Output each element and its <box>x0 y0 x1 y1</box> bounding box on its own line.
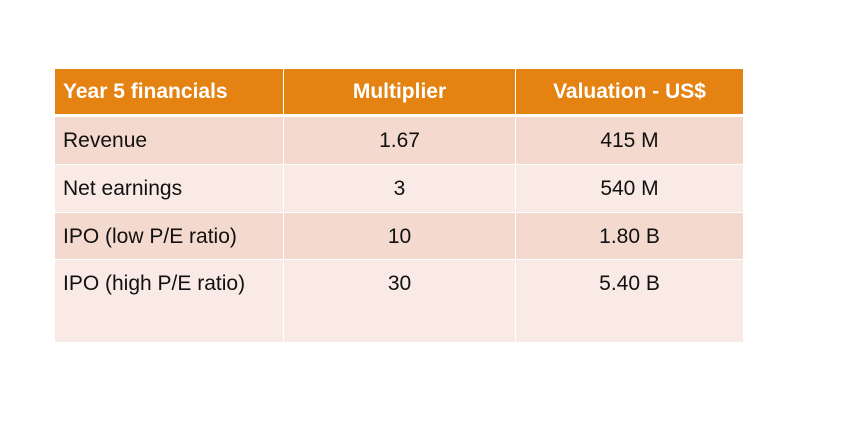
header-multiplier: Multiplier <box>283 68 516 117</box>
cell-multiplier: 30 <box>283 259 516 343</box>
cell-valuation: 5.40 B <box>515 259 744 343</box>
cell-multiplier: 10 <box>283 212 516 260</box>
cell-item: IPO (low P/E ratio) <box>54 212 284 260</box>
table-row: IPO (low P/E ratio) 10 1.80 B <box>54 212 744 260</box>
table-row: IPO (high P/E ratio) 30 5.40 B <box>54 259 744 343</box>
cell-item: Net earnings <box>54 164 284 213</box>
valuation-table: Year 5 financials Multiplier Valuation -… <box>54 68 744 343</box>
cell-valuation: 415 M <box>515 115 744 165</box>
cell-multiplier: 1.67 <box>283 115 516 165</box>
table-row: Revenue 1.67 415 M <box>54 115 744 165</box>
header-financials: Year 5 financials <box>54 68 284 117</box>
cell-valuation: 1.80 B <box>515 212 744 260</box>
header-valuation: Valuation - US$ <box>515 68 744 117</box>
header-row: Year 5 financials Multiplier Valuation -… <box>54 68 744 117</box>
cell-valuation: 540 M <box>515 164 744 213</box>
cell-multiplier: 3 <box>283 164 516 213</box>
cell-item: Revenue <box>54 115 284 165</box>
table-row: Net earnings 3 540 M <box>54 164 744 213</box>
cell-item: IPO (high P/E ratio) <box>54 259 284 343</box>
